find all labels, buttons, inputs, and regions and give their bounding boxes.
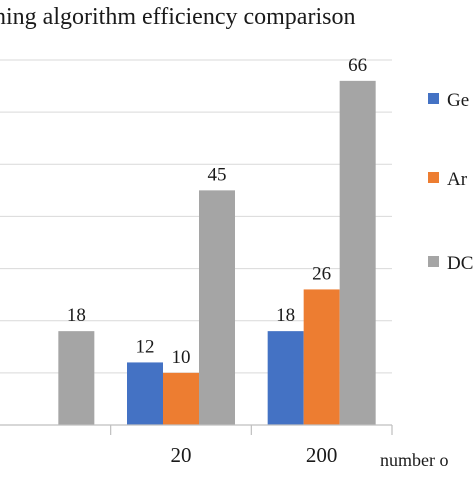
- legend-label-dc: DC: [447, 253, 473, 274]
- legend-label-ge: Ge: [447, 90, 469, 111]
- bar-ar-2: [303, 289, 340, 425]
- data-label: 26: [312, 263, 331, 284]
- gridlines: [0, 59, 392, 374]
- data-label: 18: [67, 305, 86, 326]
- legend-swatch-ar: [428, 172, 439, 183]
- x-tick-label: 20: [171, 443, 192, 467]
- data-label: 45: [208, 164, 227, 185]
- legend: Ge Ar DC: [428, 90, 473, 274]
- bar-dc-2: [339, 80, 376, 425]
- bar-dc-1: [199, 190, 235, 425]
- bar-ge-1: [127, 362, 163, 425]
- data-label: 66: [348, 55, 367, 76]
- bar-ar-1: [163, 372, 199, 425]
- x-axis-label: number o: [380, 450, 448, 470]
- x-tick-label: 200: [306, 443, 338, 467]
- data-label: 10: [172, 347, 191, 368]
- data-label: 18: [276, 305, 295, 326]
- data-labels: 18 12 10 45 18 26 66: [67, 55, 367, 368]
- x-axis: 20 200: [0, 424, 393, 467]
- bars: [58, 80, 376, 425]
- bar-dc-0: [58, 331, 95, 425]
- legend-swatch-dc: [428, 256, 439, 267]
- legend-label-ar: Ar: [447, 169, 468, 190]
- data-label: 12: [136, 336, 155, 357]
- bar-ge-2: [267, 331, 304, 425]
- chart-title: ning algorithm efficiency comparison: [0, 4, 355, 30]
- legend-swatch-ge: [428, 93, 439, 104]
